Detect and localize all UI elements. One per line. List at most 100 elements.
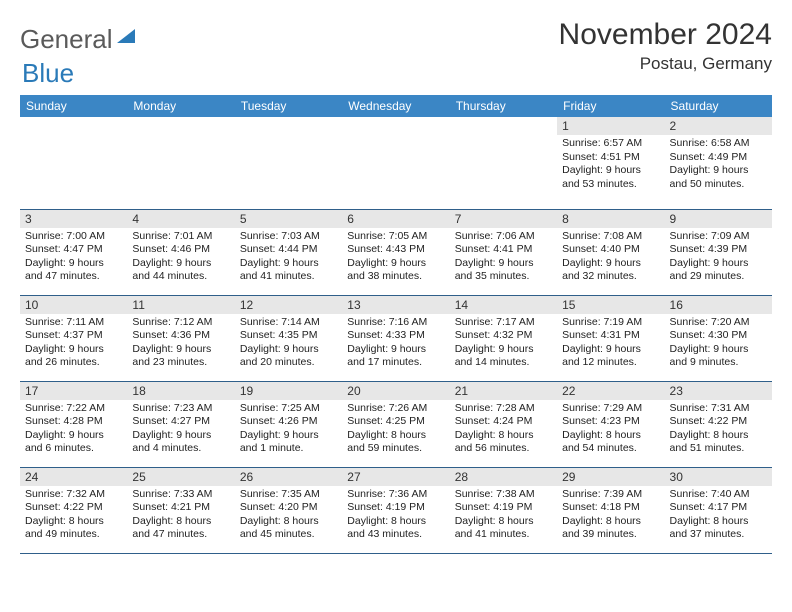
weekday-header: Saturday (665, 95, 772, 117)
calendar-row: 1Sunrise: 6:57 AMSunset: 4:51 PMDaylight… (20, 117, 772, 209)
day-number: 6 (342, 210, 449, 228)
calendar-body: 1Sunrise: 6:57 AMSunset: 4:51 PMDaylight… (20, 117, 772, 553)
day-number: 15 (557, 296, 664, 314)
day-line: Sunrise: 7:06 AM (455, 230, 552, 244)
day-line: and 20 minutes. (240, 356, 337, 370)
day-line: and 38 minutes. (347, 270, 444, 284)
day-line: Sunset: 4:46 PM (132, 243, 229, 257)
day-body: Sunrise: 7:11 AMSunset: 4:37 PMDaylight:… (20, 314, 127, 375)
day-line: and 56 minutes. (455, 442, 552, 456)
day-line: and 51 minutes. (670, 442, 767, 456)
day-body: Sunrise: 7:22 AMSunset: 4:28 PMDaylight:… (20, 400, 127, 461)
day-line: Sunset: 4:26 PM (240, 415, 337, 429)
day-line: Sunset: 4:37 PM (25, 329, 122, 343)
day-line: Sunset: 4:43 PM (347, 243, 444, 257)
day-line: Daylight: 9 hours (25, 257, 122, 271)
day-line: Sunrise: 7:19 AM (562, 316, 659, 330)
day-line: Daylight: 8 hours (562, 429, 659, 443)
calendar-cell: 16Sunrise: 7:20 AMSunset: 4:30 PMDayligh… (665, 295, 772, 381)
day-number: 4 (127, 210, 234, 228)
day-line: Sunset: 4:19 PM (455, 501, 552, 515)
calendar-cell: 4Sunrise: 7:01 AMSunset: 4:46 PMDaylight… (127, 209, 234, 295)
weekday-header: Friday (557, 95, 664, 117)
day-number: 12 (235, 296, 342, 314)
day-line: Sunrise: 7:38 AM (455, 488, 552, 502)
day-line: Sunrise: 7:08 AM (562, 230, 659, 244)
day-number: 23 (665, 382, 772, 400)
calendar-cell: 1Sunrise: 6:57 AMSunset: 4:51 PMDaylight… (557, 117, 664, 209)
day-line: Sunset: 4:35 PM (240, 329, 337, 343)
calendar-cell: 6Sunrise: 7:05 AMSunset: 4:43 PMDaylight… (342, 209, 449, 295)
day-line: Daylight: 8 hours (455, 515, 552, 529)
day-line: Daylight: 8 hours (670, 429, 767, 443)
day-number: 10 (20, 296, 127, 314)
day-body: Sunrise: 7:32 AMSunset: 4:22 PMDaylight:… (20, 486, 127, 547)
day-line: Daylight: 9 hours (455, 257, 552, 271)
day-line: Sunset: 4:22 PM (670, 415, 767, 429)
calendar-cell: 21Sunrise: 7:28 AMSunset: 4:24 PMDayligh… (450, 381, 557, 467)
calendar-head: Sunday Monday Tuesday Wednesday Thursday… (20, 95, 772, 117)
calendar-row: 3Sunrise: 7:00 AMSunset: 4:47 PMDaylight… (20, 209, 772, 295)
day-line: Daylight: 9 hours (455, 343, 552, 357)
location-label: Postau, Germany (559, 54, 772, 74)
calendar-cell (235, 117, 342, 209)
day-number: 1 (557, 117, 664, 135)
day-line: and 45 minutes. (240, 528, 337, 542)
day-line: and 47 minutes. (25, 270, 122, 284)
day-line: Sunset: 4:47 PM (25, 243, 122, 257)
day-line: Sunrise: 7:33 AM (132, 488, 229, 502)
day-line: Sunrise: 7:16 AM (347, 316, 444, 330)
day-body: Sunrise: 7:06 AMSunset: 4:41 PMDaylight:… (450, 228, 557, 289)
calendar-cell: 14Sunrise: 7:17 AMSunset: 4:32 PMDayligh… (450, 295, 557, 381)
logo-text-blue: Blue (22, 58, 74, 88)
day-line: and 1 minute. (240, 442, 337, 456)
day-body: Sunrise: 7:26 AMSunset: 4:25 PMDaylight:… (342, 400, 449, 461)
calendar-cell: 30Sunrise: 7:40 AMSunset: 4:17 PMDayligh… (665, 467, 772, 553)
day-body: Sunrise: 7:25 AMSunset: 4:26 PMDaylight:… (235, 400, 342, 461)
day-body: Sunrise: 7:36 AMSunset: 4:19 PMDaylight:… (342, 486, 449, 547)
day-line: Sunset: 4:36 PM (132, 329, 229, 343)
day-line: Sunrise: 7:40 AM (670, 488, 767, 502)
day-number: 28 (450, 468, 557, 486)
day-line: Sunrise: 7:11 AM (25, 316, 122, 330)
day-line: Sunrise: 7:20 AM (670, 316, 767, 330)
day-line: Daylight: 9 hours (132, 343, 229, 357)
day-line: Daylight: 8 hours (562, 515, 659, 529)
calendar-cell: 13Sunrise: 7:16 AMSunset: 4:33 PMDayligh… (342, 295, 449, 381)
day-line: Sunset: 4:41 PM (455, 243, 552, 257)
day-line: Daylight: 9 hours (562, 257, 659, 271)
day-line: Daylight: 9 hours (670, 164, 767, 178)
logo-sail-icon (117, 29, 135, 43)
day-number: 29 (557, 468, 664, 486)
day-line: Sunset: 4:39 PM (670, 243, 767, 257)
day-line: Daylight: 9 hours (347, 343, 444, 357)
day-line: Sunset: 4:40 PM (562, 243, 659, 257)
day-line: and 53 minutes. (562, 178, 659, 192)
day-number (127, 117, 234, 135)
day-line: Sunrise: 7:39 AM (562, 488, 659, 502)
day-line: and 29 minutes. (670, 270, 767, 284)
day-line: Sunset: 4:27 PM (132, 415, 229, 429)
day-body: Sunrise: 7:28 AMSunset: 4:24 PMDaylight:… (450, 400, 557, 461)
day-line: and 39 minutes. (562, 528, 659, 542)
day-number: 22 (557, 382, 664, 400)
calendar-cell: 2Sunrise: 6:58 AMSunset: 4:49 PMDaylight… (665, 117, 772, 209)
day-line: Sunrise: 7:00 AM (25, 230, 122, 244)
day-body: Sunrise: 7:39 AMSunset: 4:18 PMDaylight:… (557, 486, 664, 547)
day-line: Sunrise: 6:58 AM (670, 137, 767, 151)
day-body: Sunrise: 7:17 AMSunset: 4:32 PMDaylight:… (450, 314, 557, 375)
calendar-cell: 26Sunrise: 7:35 AMSunset: 4:20 PMDayligh… (235, 467, 342, 553)
day-number: 7 (450, 210, 557, 228)
calendar-cell: 11Sunrise: 7:12 AMSunset: 4:36 PMDayligh… (127, 295, 234, 381)
day-line: Daylight: 9 hours (132, 257, 229, 271)
day-body: Sunrise: 7:23 AMSunset: 4:27 PMDaylight:… (127, 400, 234, 461)
day-line: and 37 minutes. (670, 528, 767, 542)
brand-logo: General (20, 18, 135, 55)
weekday-header: Tuesday (235, 95, 342, 117)
day-body: Sunrise: 7:40 AMSunset: 4:17 PMDaylight:… (665, 486, 772, 547)
day-line: and 35 minutes. (455, 270, 552, 284)
day-line: Daylight: 9 hours (25, 343, 122, 357)
day-number: 2 (665, 117, 772, 135)
calendar-cell: 7Sunrise: 7:06 AMSunset: 4:41 PMDaylight… (450, 209, 557, 295)
calendar-row: 17Sunrise: 7:22 AMSunset: 4:28 PMDayligh… (20, 381, 772, 467)
